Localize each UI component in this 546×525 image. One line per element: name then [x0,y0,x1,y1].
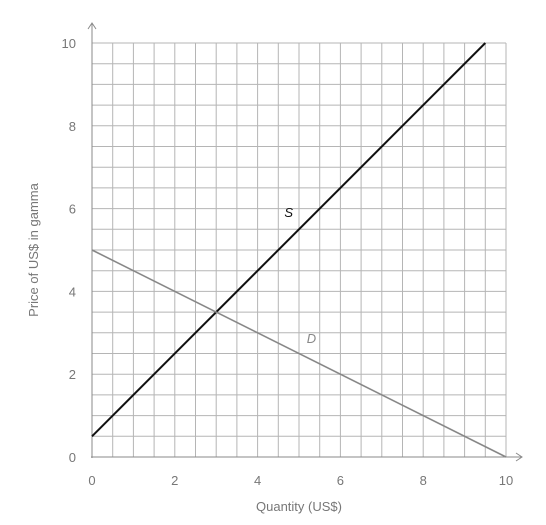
x-tick-label: 10 [499,473,513,488]
x-tick-label: 2 [171,473,178,488]
x-tick-label: 8 [420,473,427,488]
series-line-s [91,42,487,438]
y-tick-label: 4 [69,284,76,299]
x-tick-label: 0 [88,473,95,488]
series-line-d [91,249,507,458]
x-tick-label: 6 [337,473,344,488]
series-label-s: S [284,205,293,220]
y-tick-label: 2 [69,367,76,382]
axes [87,22,523,462]
x-axis-arrow [515,452,523,462]
tick-labels: 0 2 4 6 8 10 0 2 4 6 8 10 [62,36,514,488]
y-tick-label: 0 [69,450,76,465]
grid [91,42,507,458]
series-label-d: D [307,331,316,346]
series-lines: SD [91,42,507,458]
y-tick-label: 8 [69,119,76,134]
y-tick-label: 6 [69,202,76,217]
y-axis-arrow [87,22,97,30]
x-axis-label: Quantity (US$) [256,499,342,514]
x-tick-label: 4 [254,473,261,488]
y-tick-label: 10 [62,36,76,51]
y-axis-label: Price of US$ in gamma [26,182,41,316]
